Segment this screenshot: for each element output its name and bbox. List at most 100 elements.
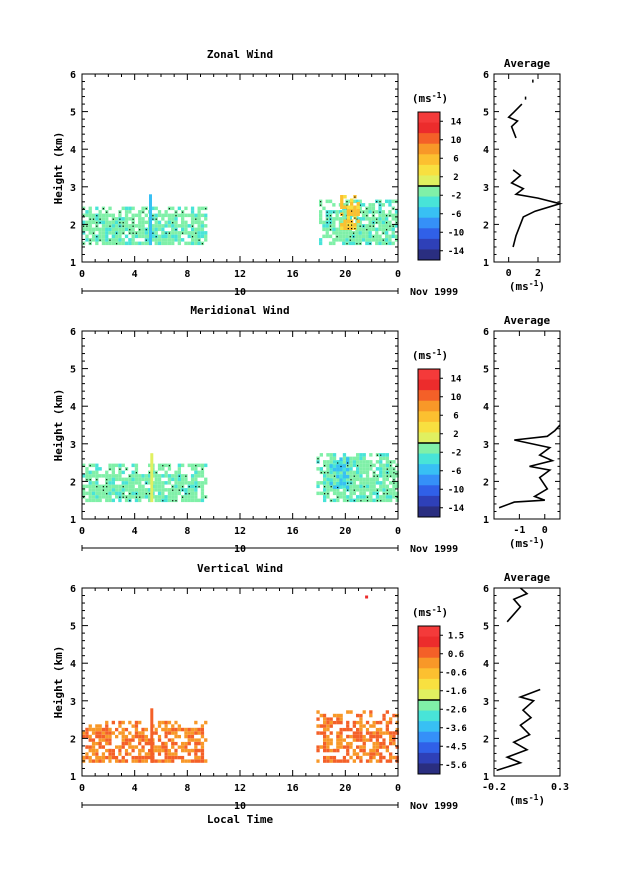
heatmap-cell: [124, 213, 129, 218]
heatmap-spike: [150, 708, 154, 763]
heatmap-cell: [356, 467, 360, 471]
heatmap-cell: [319, 210, 323, 214]
heatmap-cell: [365, 595, 369, 599]
heatmap-cell: [342, 460, 347, 464]
heatmap-cell: [174, 474, 178, 478]
heatmap-cell: [167, 224, 172, 228]
heatmap-cell: [362, 495, 366, 499]
heatmap-cell: [395, 755, 399, 760]
heatmap-cell: [204, 724, 208, 728]
heatmap-cell: [359, 720, 363, 725]
contour-dot: [376, 493, 378, 495]
contour-dot: [324, 486, 326, 488]
heatmap-cell: [111, 488, 115, 492]
heatmap-cell: [362, 470, 366, 475]
heatmap-cell: [167, 481, 172, 485]
heatmap-cell: [138, 477, 142, 482]
colorbar-segment: [418, 369, 440, 381]
heatmap-cell: [154, 241, 158, 246]
heatmap-cell: [342, 474, 346, 479]
contour-dot: [366, 208, 368, 210]
heatmap-cell: [319, 217, 323, 221]
heatmap-cell: [187, 741, 191, 746]
heatmap-cell: [394, 234, 399, 239]
contour-dot: [380, 500, 382, 502]
contour-dot: [109, 468, 111, 470]
heatmap-cell: [108, 752, 112, 756]
heatmap-cell: [329, 731, 333, 735]
heatmap-cell: [105, 213, 109, 218]
heatmap-cell: [385, 199, 389, 204]
heatmap-cell: [385, 453, 389, 457]
heatmap-cell: [190, 210, 195, 214]
heatmap-cell: [200, 748, 205, 753]
heatmap-cell: [316, 741, 320, 746]
heatmap-cell: [171, 731, 175, 735]
colorbar-tick-label: 0.6: [448, 650, 464, 660]
heatmap-cell: [131, 488, 135, 492]
heatmap-cell: [141, 748, 145, 753]
contour-dot: [324, 472, 326, 474]
heatmap-cell: [329, 752, 333, 756]
heatmap-cell: [359, 477, 363, 482]
heatmap-cell: [326, 477, 330, 482]
heatmap-cell: [157, 498, 162, 503]
heatmap-cell: [177, 231, 181, 235]
heatmap-cell: [184, 748, 188, 753]
heatmap-cell: [343, 223, 347, 227]
heatmap-cell: [177, 755, 181, 760]
heatmap-cell: [197, 727, 201, 732]
y-axis-label: Height (km): [52, 389, 65, 462]
heatmap-cell: [91, 213, 96, 218]
heatmap-cell: [323, 498, 327, 503]
heatmap-cell: [157, 224, 162, 228]
heatmap-cell: [124, 481, 129, 485]
heatmap-cell: [131, 759, 135, 763]
heatmap-cell: [385, 477, 389, 482]
heatmap-cell: [161, 241, 165, 246]
contour-dot: [317, 458, 319, 460]
heatmap-cell: [326, 741, 330, 746]
date-label: Nov 1999: [410, 801, 458, 812]
heatmap-cell: [184, 227, 188, 232]
heatmap-cell: [194, 241, 198, 246]
heatmap-cell: [108, 206, 112, 211]
heatmap-cell: [329, 755, 333, 760]
heatmap-cell: [108, 474, 112, 478]
heatmap-cell: [141, 488, 145, 492]
heatmap-cell: [371, 238, 376, 242]
contour-dot: [386, 489, 388, 491]
heatmap-cell: [382, 717, 386, 721]
heatmap-cell: [174, 220, 178, 225]
heatmap-cell: [164, 755, 168, 760]
heatmap-cell: [171, 759, 175, 763]
heatmap-cell: [184, 220, 188, 225]
heatmap-cell: [339, 491, 343, 496]
heatmap-cell: [369, 759, 373, 763]
contour-dot: [369, 225, 371, 227]
heatmap-cell: [349, 741, 353, 746]
heatmap-cell: [181, 213, 185, 218]
heatmap-cell: [174, 238, 178, 242]
contour-dot: [129, 232, 131, 234]
heatmap-cell: [392, 460, 396, 464]
heatmap-cell: [98, 234, 102, 239]
contour-dot: [102, 489, 104, 491]
heatmap-cell: [350, 202, 354, 206]
heatmap-cell: [356, 738, 360, 742]
colorbar-segment: [418, 443, 440, 455]
heatmap-cell: [339, 738, 343, 742]
heatmap-cell: [161, 748, 165, 753]
heatmap-cell: [332, 720, 337, 725]
heatmap-cell: [98, 495, 102, 499]
heatmap-cell: [82, 488, 86, 492]
contour-dot: [191, 225, 194, 227]
heatmap-cell: [128, 241, 132, 246]
contour-dot: [366, 500, 369, 502]
heatmap-cell: [98, 474, 102, 478]
heatmap-cell: [108, 759, 112, 763]
heatmap-cell: [105, 227, 109, 232]
colorbar-tick-label: 14: [451, 117, 462, 127]
heatmap-cell: [187, 738, 191, 742]
contour-dot: [185, 475, 187, 477]
